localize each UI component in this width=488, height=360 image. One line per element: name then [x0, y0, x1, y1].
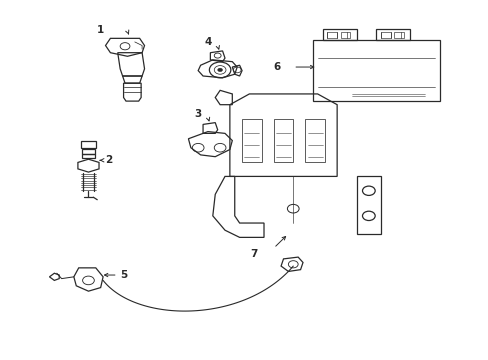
Text: 2: 2	[105, 155, 113, 165]
Text: 7: 7	[250, 248, 257, 258]
Text: 6: 6	[273, 62, 281, 72]
Text: 4: 4	[204, 37, 211, 47]
Text: 1: 1	[97, 25, 104, 35]
Text: 5: 5	[120, 270, 127, 280]
Circle shape	[217, 68, 222, 72]
Text: 3: 3	[194, 109, 202, 119]
